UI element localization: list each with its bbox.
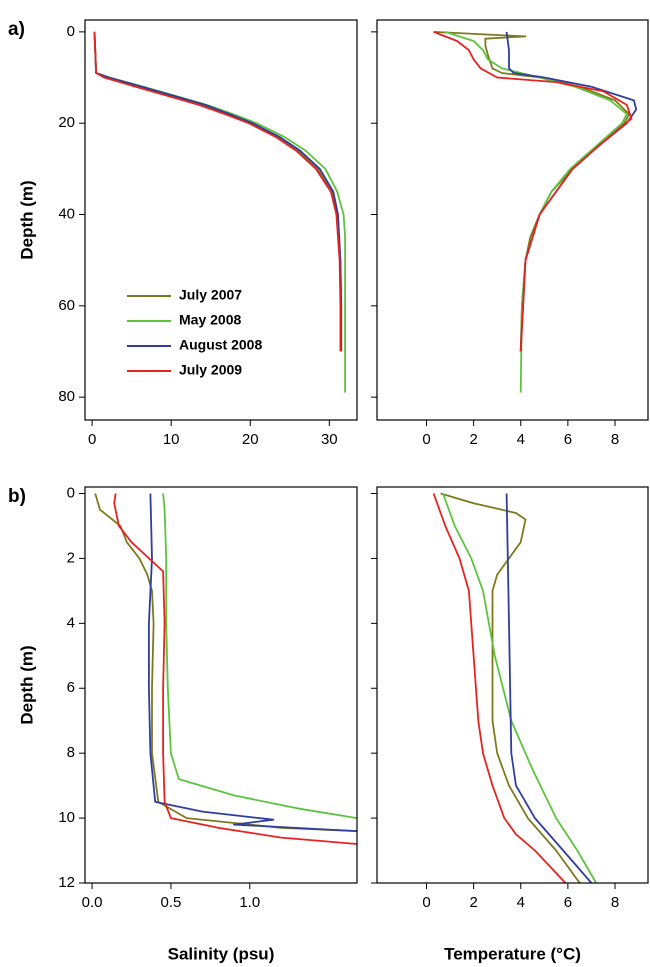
y-tick-label: 0	[67, 484, 75, 501]
x-tick-label: 0	[422, 431, 430, 448]
plot-frame	[376, 486, 649, 884]
profile-line	[148, 493, 357, 832]
legend-label: August 2008	[179, 337, 262, 353]
panel-label: a)	[8, 19, 25, 40]
profile-line	[93, 31, 343, 352]
x-tick-label: 30	[321, 431, 338, 448]
x-tick-label: 0.0	[82, 894, 103, 911]
y-tick-label: 4	[67, 614, 75, 631]
profile-line	[93, 31, 343, 352]
y-tick-label: 8	[67, 744, 75, 761]
plot-area	[94, 493, 357, 845]
y-tick-label: 12	[58, 874, 75, 891]
legend-label: July 2009	[179, 362, 242, 378]
x-tick-label: 10	[163, 431, 180, 448]
x-tick-label: 2	[469, 894, 477, 911]
panel-label: b)	[8, 486, 26, 507]
x-tick-label: 4	[517, 431, 525, 448]
x-tick-label: 4	[517, 894, 525, 911]
plot-area	[93, 31, 346, 393]
y-tick-label: 10	[58, 809, 75, 826]
profile-line	[433, 31, 633, 352]
x-tick-label: 6	[564, 431, 572, 448]
x-tick-label: 1.0	[239, 894, 260, 911]
y-tick-label: 0	[67, 23, 75, 40]
y-tick-label: 60	[58, 297, 75, 314]
plot-area	[433, 31, 638, 393]
y-axis-title: Depth (m)	[17, 180, 36, 259]
x-axis-title: Temperature (°C)	[444, 944, 581, 963]
profile-line	[432, 493, 567, 883]
y-axis-title: Depth (m)	[17, 645, 36, 724]
x-tick-label: 6	[564, 894, 572, 911]
plot-frame	[84, 19, 358, 421]
profile-line	[433, 31, 630, 352]
profile-line	[445, 31, 628, 393]
legend-label: July 2007	[179, 287, 242, 303]
profile-line	[442, 493, 597, 883]
x-tick-label: 2	[469, 431, 477, 448]
legend-label: May 2008	[179, 312, 241, 328]
y-tick-label: 80	[58, 388, 75, 405]
profile-line	[93, 31, 342, 352]
y-tick-label: 2	[67, 549, 75, 566]
profile-line	[440, 492, 581, 883]
y-tick-label: 40	[58, 205, 75, 222]
x-tick-label: 8	[611, 894, 619, 911]
profile-line	[162, 493, 357, 819]
plot-area	[432, 492, 597, 883]
plot-frame	[84, 486, 358, 884]
y-tick-label: 20	[58, 114, 75, 131]
x-tick-label: 0	[422, 894, 430, 911]
x-tick-label: 0.5	[161, 894, 182, 911]
plot-frame	[376, 19, 649, 421]
y-tick-label: 6	[67, 679, 75, 696]
x-tick-label: 20	[242, 431, 259, 448]
x-tick-label: 0	[88, 431, 96, 448]
profile-line	[113, 493, 357, 845]
profile-line	[505, 493, 593, 883]
x-axis-title: Salinity (psu)	[168, 944, 275, 963]
x-tick-label: 8	[611, 431, 619, 448]
